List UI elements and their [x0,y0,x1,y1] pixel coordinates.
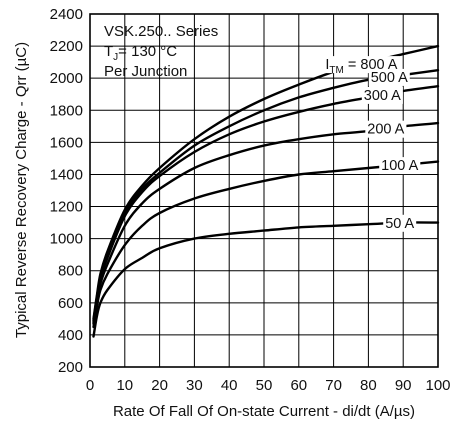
series-label-symbol: I [325,57,329,73]
tick-labels: 0 10 20 30 40 50 60 70 80 90 100 200 400 600 800 1000 12… [50,6,451,394]
y-tick-label: 1200 [50,199,83,216]
temperature-symbol: T [104,43,113,60]
series-label: 200 A [367,122,404,138]
series-label-background [365,120,407,138]
series-label-background [379,157,421,175]
series-line [92,85,440,324]
y-axis-title: Typical Reverse Recovery Charge - Qrr (µ… [13,42,30,338]
y-tick-label: 1600 [50,134,83,151]
temperature-subscript: J [113,52,118,63]
temperature-value: = 130 °C [118,43,177,60]
series-note: VSK.250.. Series [104,23,218,40]
x-tick-label: 70 [325,377,342,394]
x-tick-label: 40 [221,377,238,394]
y-tick-label: 2000 [50,70,83,87]
annotation-block: VSK.250.. Series TJ= 130 °C Per Junction [104,23,218,80]
x-tick-label: 50 [256,377,273,394]
x-tick-label: 80 [360,377,377,394]
junction-note: Per Junction [104,63,187,80]
x-tick-label: 60 [290,377,307,394]
plot-frame [89,13,439,368]
y-tick-label: 1000 [50,231,83,248]
x-tick-label: 30 [186,377,203,394]
y-tick-label: 1800 [50,102,83,119]
x-tick-label: 10 [116,377,133,394]
series-label-background [368,68,410,86]
y-tick-label: 400 [58,327,83,344]
y-tick-label: 600 [58,295,83,312]
x-tick-label: 0 [86,377,94,394]
series-label: 100 A [381,158,418,174]
y-tick-label: 2200 [50,38,83,55]
series-label: 500 A [371,70,408,86]
x-axis-title: Rate Of Fall Of On-state Current - di/dt… [113,403,415,420]
y-tick-label: 200 [58,359,83,376]
y-tick-label: 800 [58,263,83,280]
temperature-note: TJ= 130 °C [104,43,177,63]
series-label: 50 A [385,216,414,232]
x-tick-label: 20 [151,377,168,394]
series-lines [92,44,440,338]
series-label: 300 A [364,88,401,104]
series-line [92,121,440,325]
series-label-background [361,86,403,104]
series-label-background [383,214,417,232]
series-line [92,221,440,338]
x-tick-label: 90 [395,377,412,394]
x-tick-label: 100 [425,377,450,394]
y-tick-label: 2400 [50,6,83,23]
series-line [92,69,440,322]
y-tick-label: 1400 [50,166,83,183]
series-label-background [323,56,400,74]
series-label-subscript: TM [329,65,343,76]
series-line [92,160,440,329]
